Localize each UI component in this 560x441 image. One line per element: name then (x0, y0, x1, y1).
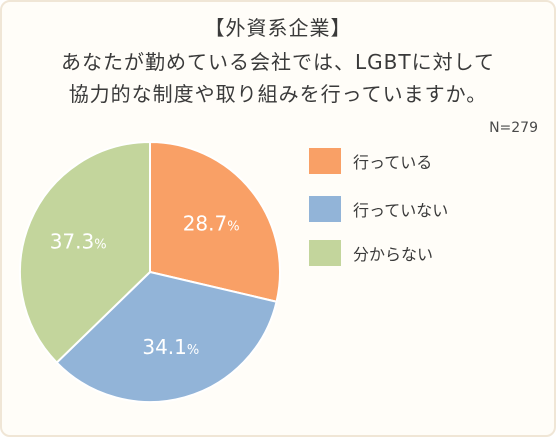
pie-slice-label-1: 34.1% (142, 335, 199, 359)
pie-slice-label-2: 37.3% (50, 230, 107, 254)
legend-item-0: 行っている (309, 148, 432, 174)
pie-slice-1 (55, 270, 278, 403)
sample-size-label: N=279 (489, 120, 538, 136)
chart-title-line-2: あなたが勤めている会社では、LGBTに対して (61, 50, 495, 74)
legend-label-2: 分からない (353, 245, 434, 264)
legend-item-1: 行っていない (309, 196, 448, 222)
pie-slice-0 (149, 140, 281, 303)
chart-title-line-3: 協力的な制度や取り組みを行っていますか。 (68, 82, 488, 106)
legend-swatch-0 (309, 148, 341, 174)
legend-swatch-2 (309, 240, 341, 266)
legend-label-1: 行っていない (353, 201, 449, 220)
legend-item-2: 分からない (309, 240, 433, 266)
legend-label-0: 行っている (353, 153, 433, 172)
pie-slice-2 (19, 140, 151, 364)
chart-title-line-1: 【外資系企業】 (204, 16, 352, 40)
legend-swatch-1 (309, 196, 341, 222)
pie-slice-label-0: 28.7% (183, 212, 240, 236)
